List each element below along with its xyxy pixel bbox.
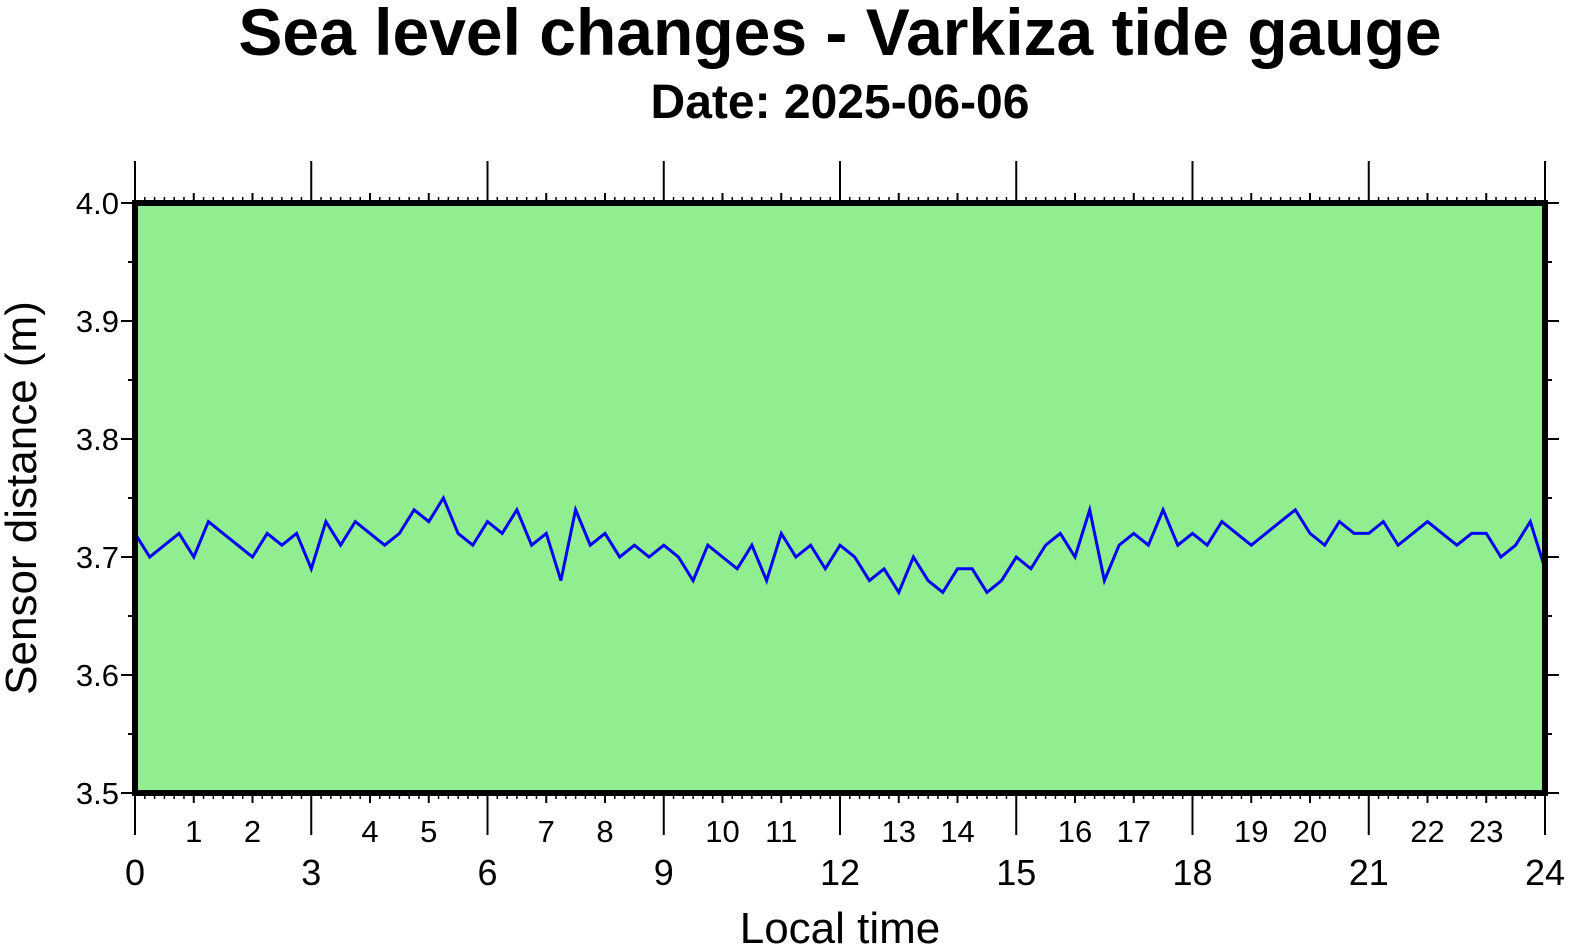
x-hour-tick-label: 17 [1117,814,1151,849]
y-tick-label: 3.6 [76,658,119,693]
x-major-tick-label: 15 [996,852,1036,893]
x-hour-tick-label: 14 [940,814,974,849]
x-major-tick-label: 0 [125,852,145,893]
chart-subtitle: Date: 2025-06-06 [651,76,1030,129]
x-hour-tick-label: 16 [1058,814,1092,849]
y-tick-label: 3.5 [76,776,119,811]
x-hour-tick-label: 4 [361,814,378,849]
x-hour-tick-label: 23 [1469,814,1503,849]
x-axis-label: Local time [740,904,941,950]
plot-frame [132,200,1548,796]
x-major-tick-label: 6 [477,852,497,893]
chart-title: Sea level changes - Varkiza tide gauge [238,0,1441,69]
x-major-tick-label: 18 [1172,852,1212,893]
y-tick-label: 3.7 [76,540,119,575]
x-hour-tick-label: 13 [882,814,916,849]
y-axis-label: Sensor distance (m) [0,301,46,695]
x-major-tick-label: 24 [1525,852,1565,893]
x-hour-tick-label: 19 [1234,814,1268,849]
series-line [133,494,1547,596]
x-major-tick-label: 12 [820,852,860,893]
x-hour-tick-label: 5 [420,814,437,849]
x-major-tick-label: 21 [1349,852,1389,893]
x-hour-tick-label: 8 [596,814,613,849]
x-hour-tick-label: 10 [705,814,739,849]
x-major-tick-label: 3 [301,852,321,893]
x-hour-tick-label: 2 [244,814,261,849]
x-hour-tick-label: 1 [185,814,202,849]
x-hour-tick-label: 11 [765,814,797,849]
x-hour-tick-label: 20 [1293,814,1327,849]
x-hour-tick-label: 7 [538,814,555,849]
y-tick-label: 3.8 [76,422,119,457]
x-hour-tick-label: 22 [1410,814,1444,849]
y-tick-label: 3.9 [76,304,119,339]
tick-labels: 3.53.63.73.83.94.00 3 6 9 12 15 18 21 241 2 4 5 7 8 10… [76,186,1565,893]
x-major-tick-label: 9 [654,852,674,893]
y-tick-label: 4.0 [76,186,119,221]
plot-area [135,203,1545,793]
